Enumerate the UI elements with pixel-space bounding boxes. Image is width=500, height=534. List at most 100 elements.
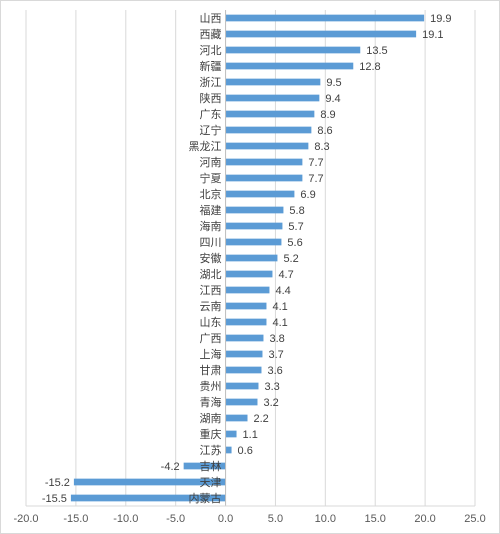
x-tick-label: -20.0 <box>13 513 38 525</box>
category-label: 浙江 <box>200 76 222 89</box>
bar <box>225 254 278 262</box>
data-label: 4.4 <box>275 285 290 297</box>
value-labels: 19.9 19.1 13.5 12.8 9.5 9.4 8.9 8.6 8.3 7.7 7.7 6.9… <box>42 13 452 505</box>
data-label: 5.2 <box>283 253 298 265</box>
bars <box>70 14 425 502</box>
category-label: 新疆 <box>200 59 222 73</box>
x-tick-labels: -20.0 -15.0 -10.0 -5.0 0.0 5.0 10.0 15.0 20.0 25.… <box>13 513 485 525</box>
category-label: 青海 <box>200 395 222 409</box>
data-label: 4.7 <box>278 269 293 281</box>
bar <box>225 158 303 166</box>
category-label: 甘肃 <box>200 364 222 377</box>
data-label: 7.7 <box>308 157 323 169</box>
x-tick-label: 10.0 <box>315 513 336 525</box>
category-label: 辽宁 <box>200 123 222 137</box>
category-label: 内蒙古 <box>189 491 222 505</box>
category-labels: 山西西藏河北新疆浙江陕西广东辽宁黑龙江河南宁夏北京福建海南四川安徽湖北江西云南山… <box>189 12 222 505</box>
data-label: 12.8 <box>359 61 380 73</box>
data-label: -4.2 <box>161 461 180 473</box>
data-label: 2.2 <box>254 413 269 425</box>
category-label: 福建 <box>200 203 222 217</box>
x-tick-label: 15.0 <box>365 513 386 525</box>
data-label: 3.7 <box>268 349 283 361</box>
category-label: 广东 <box>200 108 222 121</box>
category-label: 四川 <box>200 237 222 249</box>
category-label: 吉林 <box>200 459 222 473</box>
bar <box>225 270 273 278</box>
bar <box>225 414 248 422</box>
data-label: 8.9 <box>320 109 335 121</box>
category-label: 云南 <box>200 300 222 313</box>
bar <box>225 14 425 22</box>
category-label: 西藏 <box>200 28 222 41</box>
category-label: 江苏 <box>200 444 222 457</box>
bar <box>73 478 226 486</box>
data-label: 1.1 <box>243 429 258 441</box>
category-label: 山西 <box>200 12 222 25</box>
category-label: 江西 <box>200 284 222 297</box>
data-label: 3.2 <box>263 397 278 409</box>
data-label: 8.6 <box>317 125 332 137</box>
data-label: 19.1 <box>422 29 443 41</box>
bar <box>225 62 354 70</box>
category-label: 上海 <box>200 347 222 361</box>
category-label: 陕西 <box>200 91 222 105</box>
bar <box>225 46 361 54</box>
data-label: 7.7 <box>308 173 323 185</box>
data-label: 19.9 <box>430 13 451 25</box>
category-label: 海南 <box>200 219 222 233</box>
data-label: 3.3 <box>264 381 279 393</box>
bar <box>225 174 303 182</box>
bar <box>225 126 312 134</box>
bar <box>225 366 262 374</box>
x-tick-label: 5.0 <box>268 513 283 525</box>
category-label: 黑龙江 <box>189 140 222 153</box>
bar <box>225 446 232 454</box>
category-label: 河北 <box>200 44 222 57</box>
category-label: 宁夏 <box>200 171 222 185</box>
category-label: 北京 <box>200 187 222 201</box>
data-label: 5.7 <box>288 221 303 233</box>
category-label: 湖南 <box>200 412 222 425</box>
bar <box>225 30 417 38</box>
bar <box>225 318 267 326</box>
category-label: 广西 <box>200 332 222 345</box>
bar <box>225 430 237 438</box>
bar <box>183 462 226 470</box>
category-label: 河南 <box>200 156 222 169</box>
bar <box>225 350 263 358</box>
data-label: 6.9 <box>300 189 315 201</box>
category-label: 贵州 <box>200 380 222 393</box>
bar <box>225 334 264 342</box>
category-label: 重庆 <box>200 427 222 441</box>
x-tick-label: 0.0 <box>218 513 233 525</box>
bar <box>225 222 283 230</box>
bar <box>225 142 309 150</box>
data-label: 3.8 <box>269 333 284 345</box>
data-label: 5.8 <box>289 205 304 217</box>
bar <box>225 286 270 294</box>
axes <box>26 10 475 507</box>
x-tick-label: -15.0 <box>63 513 88 525</box>
data-label: 0.6 <box>238 445 253 457</box>
bar <box>70 494 226 502</box>
bar <box>225 206 284 214</box>
data-label: 8.3 <box>314 141 329 153</box>
data-label: 4.1 <box>272 301 287 313</box>
x-tick-label: -5.0 <box>166 513 185 525</box>
bar <box>225 238 282 246</box>
data-label: 13.5 <box>366 45 387 57</box>
bar <box>225 398 258 406</box>
x-tick-label: -10.0 <box>113 513 138 525</box>
x-tick-label: 20.0 <box>414 513 435 525</box>
data-label: 9.5 <box>326 77 341 89</box>
data-label: -15.5 <box>42 493 67 505</box>
data-label: -15.2 <box>45 477 70 489</box>
data-label: 9.4 <box>325 93 340 105</box>
bar <box>225 382 259 390</box>
bar <box>225 190 295 198</box>
category-label: 山东 <box>200 316 222 329</box>
gridlines <box>25 10 476 506</box>
